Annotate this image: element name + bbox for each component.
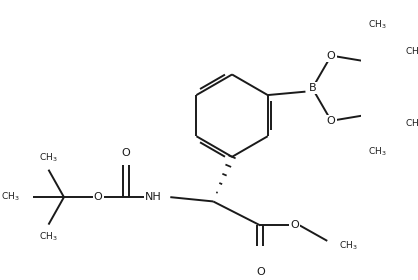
Text: CH$_3$: CH$_3$ bbox=[39, 230, 58, 243]
Text: O: O bbox=[94, 192, 103, 202]
Text: NH: NH bbox=[145, 192, 162, 202]
Text: CH$_3$: CH$_3$ bbox=[339, 240, 358, 252]
Text: CH$_3$: CH$_3$ bbox=[368, 18, 387, 31]
Text: CH$_3$: CH$_3$ bbox=[368, 145, 387, 158]
Text: CH$_3$: CH$_3$ bbox=[1, 191, 19, 203]
Text: O: O bbox=[327, 51, 336, 60]
Text: O: O bbox=[290, 220, 299, 230]
Text: CH$_3$: CH$_3$ bbox=[39, 151, 58, 164]
Text: O: O bbox=[256, 267, 265, 277]
Text: O: O bbox=[121, 148, 130, 158]
Text: CH$_3$: CH$_3$ bbox=[405, 118, 418, 130]
Text: CH$_3$: CH$_3$ bbox=[405, 46, 418, 59]
Text: O: O bbox=[327, 116, 336, 126]
Text: B: B bbox=[308, 83, 316, 93]
